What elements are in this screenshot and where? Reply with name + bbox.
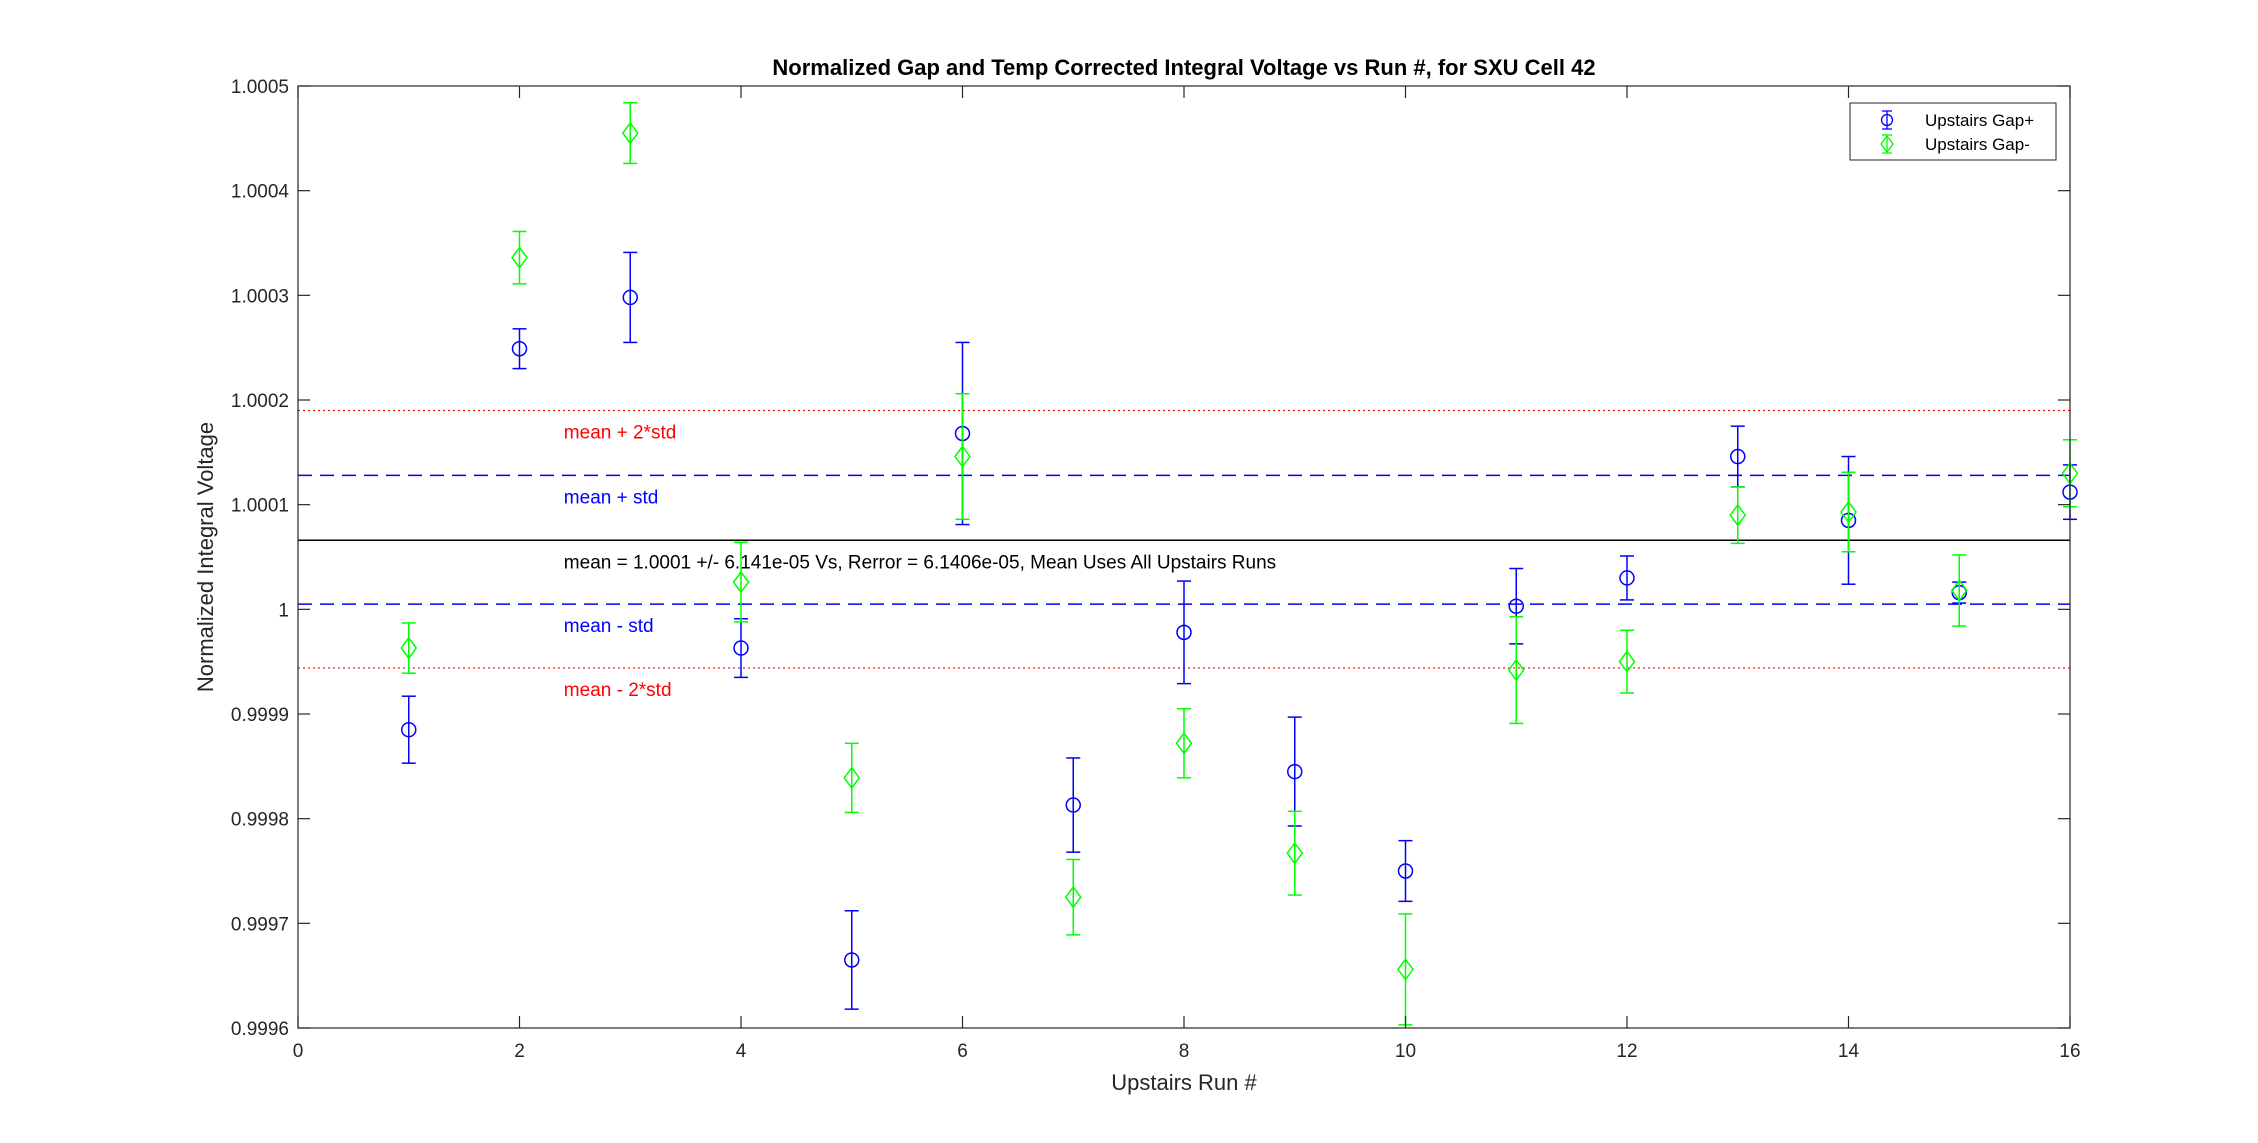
y-tick-label: 1.0005 — [231, 77, 289, 98]
reference-line-label: mean + std — [564, 487, 659, 508]
x-tick-label: 4 — [736, 1041, 747, 1062]
error-bar — [1177, 580, 1191, 685]
data-point — [732, 570, 750, 594]
reference-line-label: mean + 2*std — [564, 422, 677, 443]
reference-labels: mean + 2*std mean + std mean = 1.0001 +/- … — [564, 422, 1276, 700]
y-tick-label: 0.9996 — [231, 1019, 289, 1040]
data-point — [1619, 570, 1635, 586]
data-point — [400, 636, 418, 660]
reference-line-label: mean - 2*std — [564, 680, 672, 701]
data-point — [1287, 763, 1303, 780]
legend-box — [1849, 102, 2057, 161]
error-bar — [1730, 486, 1745, 545]
error-bar — [401, 695, 416, 764]
x-tick-label: 12 — [1616, 1041, 1637, 1062]
error-bar — [1398, 839, 1413, 903]
data-point — [511, 340, 528, 357]
x-axis-ticks: 0 2 4 6 8 10 12 14 16 — [293, 86, 2081, 1062]
error-bar — [844, 742, 859, 814]
x-tick-label: 2 — [514, 1041, 525, 1062]
error-bar — [623, 101, 638, 165]
x-tick-label: 6 — [957, 1041, 968, 1062]
error-bar — [1952, 554, 1967, 627]
reference-line-label: mean - std — [564, 616, 654, 637]
series-group — [400, 101, 2079, 1026]
data-point — [1064, 885, 1082, 909]
x-tick-label: 0 — [293, 1041, 304, 1062]
error-bar — [1066, 858, 1081, 936]
data-point — [1507, 658, 1525, 682]
error-bar — [1620, 629, 1634, 694]
y-axis-label: Normalized Integral Voltage — [193, 422, 218, 692]
y-tick-label: 1 — [278, 600, 289, 621]
x-tick-label: 8 — [1179, 1041, 1190, 1062]
y-axis-ticks: 0.9996 0.9997 0.9998 0.9999 1 1.0001 1.0002 1.0… — [231, 77, 2070, 1040]
data-point — [1397, 863, 1414, 879]
error-bar — [1177, 708, 1191, 779]
legend: Upstairs Gap+ Upstairs Gap- — [1849, 102, 2057, 161]
error-bar — [623, 251, 638, 344]
data-point — [1065, 797, 1081, 813]
legend-marker — [1880, 110, 1894, 130]
legend-marker — [1880, 134, 1894, 154]
data-point — [1729, 503, 1747, 527]
error-bar — [734, 541, 748, 623]
data-point — [844, 952, 860, 968]
data-point — [1618, 650, 1636, 674]
error-bar — [512, 230, 527, 285]
reference-line-label: mean = 1.0001 +/- 6.141e-05 Vs, Rerror =… — [564, 552, 1276, 573]
legend-circle — [1880, 113, 1894, 127]
series-layer — [400, 101, 2079, 1026]
y-tick-label: 1.0004 — [231, 182, 290, 203]
data-point — [1950, 579, 1968, 602]
y-tick-label: 0.9999 — [231, 705, 289, 726]
data-point — [1176, 624, 1192, 641]
y-tick-label: 0.9997 — [231, 914, 289, 935]
legend-label: Upstairs Gap+ — [1925, 111, 2034, 130]
data-point — [1397, 958, 1414, 981]
data-point — [401, 721, 417, 738]
y-tick-label: 1.0002 — [231, 391, 289, 412]
error-bar — [1066, 757, 1081, 853]
data-point — [511, 246, 528, 270]
data-point — [621, 121, 639, 145]
error-bar — [844, 910, 859, 1010]
data-point — [954, 445, 971, 468]
data-point — [1175, 731, 1193, 755]
x-tick-label: 10 — [1395, 1041, 1416, 1062]
legend-label: Upstairs Gap- — [1925, 135, 2030, 154]
data-point — [1730, 448, 1746, 465]
y-tick-label: 1.0001 — [231, 496, 289, 517]
error-bar — [512, 328, 527, 370]
data-point — [843, 766, 861, 790]
y-tick-label: 1.0003 — [231, 286, 289, 307]
data-point — [622, 289, 638, 306]
legend-diamond — [1880, 134, 1894, 154]
error-bar — [1287, 810, 1302, 896]
error-bar — [401, 622, 416, 674]
error-bar — [1841, 471, 1856, 553]
data-point — [1286, 841, 1304, 865]
data-point — [1840, 500, 1857, 524]
x-tick-label: 14 — [1838, 1041, 1860, 1062]
error-bar — [1620, 555, 1634, 601]
x-axis-label: Upstairs Run # — [1111, 1070, 1257, 1095]
data-point — [733, 640, 749, 656]
error-bar — [955, 392, 970, 521]
chart-title: Normalized Gap and Temp Corrected Integr… — [772, 55, 1595, 80]
y-tick-label: 0.9998 — [231, 810, 289, 831]
x-tick-label: 16 — [2059, 1041, 2080, 1062]
error-bar — [1509, 615, 1524, 725]
data-point — [1508, 598, 1524, 614]
